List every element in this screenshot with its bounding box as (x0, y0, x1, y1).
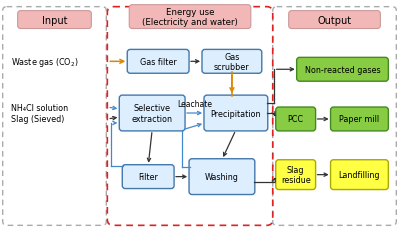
Text: Precipitation: Precipitation (211, 109, 261, 118)
Text: Slag (Sieved): Slag (Sieved) (11, 115, 64, 124)
FancyBboxPatch shape (18, 12, 91, 29)
FancyBboxPatch shape (297, 58, 388, 82)
Text: Non-reacted gases: Non-reacted gases (305, 66, 380, 74)
Text: Waste gas (CO$_2$): Waste gas (CO$_2$) (11, 56, 78, 69)
FancyBboxPatch shape (189, 159, 255, 195)
Text: Energy use
(Electricity and water): Energy use (Electricity and water) (142, 8, 238, 27)
FancyBboxPatch shape (330, 160, 388, 190)
Text: Selective
extraction: Selective extraction (132, 104, 173, 123)
Text: Output: Output (318, 15, 352, 25)
FancyBboxPatch shape (330, 108, 388, 131)
Text: NH₄Cl solution: NH₄Cl solution (11, 103, 68, 112)
FancyBboxPatch shape (122, 165, 174, 189)
Text: PCC: PCC (288, 115, 304, 124)
FancyBboxPatch shape (127, 50, 189, 74)
FancyBboxPatch shape (119, 96, 185, 131)
Text: Filter: Filter (138, 172, 158, 181)
FancyBboxPatch shape (202, 50, 262, 74)
FancyBboxPatch shape (204, 96, 268, 131)
Text: Washing: Washing (205, 172, 239, 181)
Text: Gas filter: Gas filter (140, 58, 176, 67)
Text: Leachate: Leachate (177, 100, 212, 109)
Text: Input: Input (42, 15, 67, 25)
Text: Gas
scrubber: Gas scrubber (214, 52, 250, 72)
FancyBboxPatch shape (129, 6, 251, 29)
Text: Slag
residue: Slag residue (281, 165, 310, 185)
Text: Landfilling: Landfilling (339, 170, 380, 179)
Text: Paper mill: Paper mill (339, 115, 380, 124)
FancyBboxPatch shape (289, 12, 380, 29)
FancyBboxPatch shape (276, 108, 316, 131)
FancyBboxPatch shape (276, 160, 316, 190)
